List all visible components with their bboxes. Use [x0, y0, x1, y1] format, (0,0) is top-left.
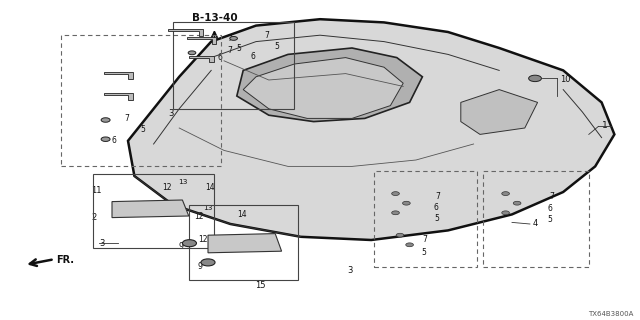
Text: 12: 12 [194, 212, 204, 220]
Bar [374, 171, 477, 267]
Text: 5: 5 [547, 215, 552, 224]
Text: 7: 7 [264, 31, 269, 40]
Text: 6: 6 [112, 136, 117, 145]
Circle shape [406, 243, 413, 247]
Text: 5: 5 [421, 248, 426, 257]
Text: 7: 7 [549, 192, 554, 201]
Text: 2: 2 [92, 213, 97, 222]
Text: 7: 7 [227, 34, 232, 43]
Text: 1: 1 [602, 121, 607, 130]
Text: 3: 3 [347, 266, 352, 275]
Text: TX64B3800A: TX64B3800A [588, 311, 634, 316]
Text: 15: 15 [255, 281, 265, 290]
Polygon shape [112, 200, 189, 218]
Text: 14: 14 [237, 210, 246, 219]
Text: 6: 6 [434, 203, 439, 212]
Text: 10: 10 [560, 75, 570, 84]
Circle shape [502, 211, 509, 215]
Polygon shape [208, 234, 282, 253]
Circle shape [101, 118, 110, 122]
Text: 9: 9 [179, 242, 184, 251]
Text: 13: 13 [204, 205, 213, 211]
Text: 7: 7 [227, 46, 232, 55]
Circle shape [182, 240, 196, 247]
Circle shape [392, 192, 399, 196]
Text: 12: 12 [162, 202, 172, 211]
Circle shape [101, 137, 110, 141]
Circle shape [502, 192, 509, 196]
Polygon shape [128, 19, 614, 240]
Text: 5: 5 [141, 125, 146, 134]
Text: 7: 7 [125, 114, 130, 123]
Polygon shape [237, 48, 422, 122]
Text: 12: 12 [162, 183, 172, 192]
Text: 12: 12 [198, 236, 208, 244]
Text: 11: 11 [92, 186, 102, 195]
Text: 6: 6 [251, 52, 256, 61]
Polygon shape [104, 72, 133, 79]
Circle shape [230, 36, 237, 40]
Circle shape [529, 75, 541, 82]
Text: 4: 4 [532, 220, 538, 228]
Circle shape [403, 201, 410, 205]
Text: B-13-40: B-13-40 [191, 12, 237, 23]
Text: 7: 7 [422, 235, 428, 244]
Bar [93, 174, 214, 248]
Text: 5: 5 [237, 44, 242, 52]
Bar [173, 22, 294, 109]
Text: FR.: FR. [56, 255, 74, 265]
Bar [483, 171, 589, 267]
Circle shape [188, 51, 196, 55]
Circle shape [513, 201, 521, 205]
Text: 3: 3 [168, 109, 173, 118]
Polygon shape [168, 29, 204, 36]
Text: 14: 14 [205, 183, 214, 192]
Text: 5: 5 [434, 214, 439, 223]
Text: 6: 6 [218, 53, 223, 62]
Text: 7: 7 [435, 192, 440, 201]
Circle shape [396, 233, 404, 237]
Polygon shape [104, 93, 133, 100]
Polygon shape [187, 37, 216, 44]
Polygon shape [461, 90, 538, 134]
Polygon shape [243, 58, 403, 118]
Bar [189, 205, 298, 280]
Text: 9: 9 [198, 262, 203, 271]
Polygon shape [189, 56, 214, 62]
Text: 3: 3 [99, 239, 104, 248]
Circle shape [201, 259, 215, 266]
Text: 5: 5 [274, 42, 279, 51]
Circle shape [392, 211, 399, 215]
Bar [61, 35, 221, 166]
Text: 6: 6 [547, 204, 552, 212]
Text: 13: 13 [178, 180, 188, 185]
